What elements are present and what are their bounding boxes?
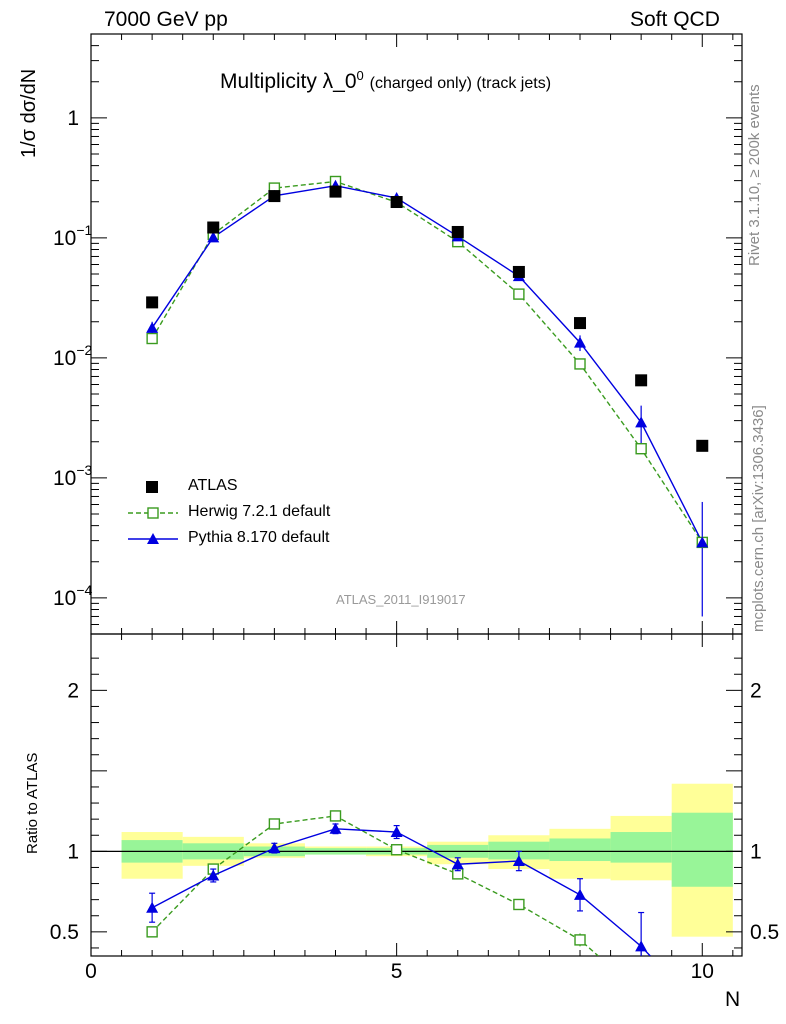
atlas-point: [146, 296, 159, 309]
ratio-pythia-point: [146, 901, 159, 913]
pythia-point: [574, 336, 587, 348]
herwig-point: [146, 332, 158, 345]
ratio-pythia-point: [207, 869, 220, 881]
x-tick-label: 0: [85, 960, 97, 983]
y-tick-label: 1: [67, 107, 79, 130]
chart-title-main: Multiplicity λ_0: [220, 70, 357, 93]
main-series: [146, 175, 709, 617]
ratio-herwig-point: [574, 934, 586, 946]
ratio-pythia-point: [451, 858, 464, 870]
rivet-version-text: Rivet 3.1.10, ≥ 200k events: [746, 84, 763, 266]
atlas-point: [696, 439, 709, 452]
y-tick-exponent: −4: [76, 582, 92, 598]
ratio-y-tick-label-right: 0.5: [750, 921, 779, 944]
y-tick-exponent: −1: [76, 222, 92, 238]
chart-title: Multiplicity λ_00 (charged only) (track …: [220, 68, 551, 94]
ratio-herwig-point: [329, 810, 342, 822]
header-right: Soft QCD: [630, 8, 720, 31]
ratio-herwig-line: [151, 815, 599, 956]
ratio-pythia-line: [151, 828, 651, 956]
atlas-point: [451, 225, 464, 238]
atlas-point: [207, 221, 220, 234]
legend-atlas-label: ATLAS: [188, 477, 238, 494]
legend-herwig-label: Herwig 7.2.1 default: [188, 503, 331, 520]
y-tick-exponent: −3: [76, 462, 92, 478]
ratio-herwig-point: [513, 898, 525, 911]
ratio-pythia-point: [390, 826, 403, 838]
ratio-y-tick-label: 0.5: [50, 921, 79, 944]
ratio-herwig-point: [146, 926, 158, 938]
pythia-line: [151, 185, 703, 543]
analysis-watermark: ATLAS_2011_I919017: [336, 592, 466, 607]
chart-title-suffix: (charged only) (track jets): [369, 75, 552, 92]
atlas-point: [574, 317, 587, 330]
header-left: 7000 GeV pp: [104, 8, 228, 31]
ratio-band-inner: [671, 812, 733, 887]
ratio-pythia-point: [268, 842, 281, 854]
ratio-y-tick-label: 1: [67, 840, 79, 863]
herwig-point: [635, 443, 647, 455]
x-tick-label: 10: [691, 960, 714, 983]
y-tick-label: 10−1: [53, 222, 93, 250]
ratio-pythia-point: [512, 855, 525, 867]
atlas-point: [390, 196, 403, 209]
ratio-band-inner: [488, 841, 550, 860]
ratio-pythia-point: [574, 888, 587, 900]
y-tick-label: 10−3: [53, 462, 93, 490]
chart-title-sup: 0: [356, 68, 364, 83]
legend-herwig-marker: [147, 507, 159, 519]
x-tick-label: 5: [391, 960, 403, 983]
pythia-point: [696, 536, 709, 548]
mcplots-reference-text: mcplots.cern.ch [arXiv:1306.3436]: [750, 405, 767, 632]
legend-pythia-label: Pythia 8.170 default: [188, 529, 330, 546]
ratio-herwig-point: [390, 844, 403, 856]
ratio-band-inner: [610, 832, 672, 863]
pythia-point: [635, 416, 648, 428]
pythia-point: [207, 231, 220, 243]
y-tick-label: 10−4: [53, 582, 93, 610]
ratio-band-inner: [549, 838, 611, 862]
ratio-y-tick-label-right: 2: [750, 679, 762, 702]
herwig-point: [513, 288, 525, 300]
atlas-point: [635, 374, 648, 387]
atlas-point: [268, 190, 281, 203]
ratio-pythia-point: [329, 822, 342, 834]
ratio-ylabel: Ratio to ATLAS: [24, 752, 41, 854]
atlas-point: [329, 185, 342, 198]
y-tick-label: 10−2: [53, 342, 93, 370]
ratio-y-tick-label: 2: [67, 679, 79, 702]
legend-pythia-marker: [147, 533, 159, 544]
pythia-point: [146, 321, 159, 333]
legend-atlas-marker: [146, 481, 158, 493]
y-tick-exponent: −2: [76, 342, 92, 358]
atlas-point: [512, 265, 525, 278]
x-axis-label: N: [725, 988, 741, 1011]
ratio-pythia-point: [635, 940, 648, 952]
herwig-point: [574, 358, 586, 370]
ratio-frame: [90, 633, 743, 957]
ratio-herwig-point: [268, 818, 281, 830]
ratio-y-tick-label-right: 1: [750, 840, 762, 863]
main-ylabel: 1/σ dσ/dN: [18, 68, 40, 158]
ratio-series: [146, 810, 651, 956]
